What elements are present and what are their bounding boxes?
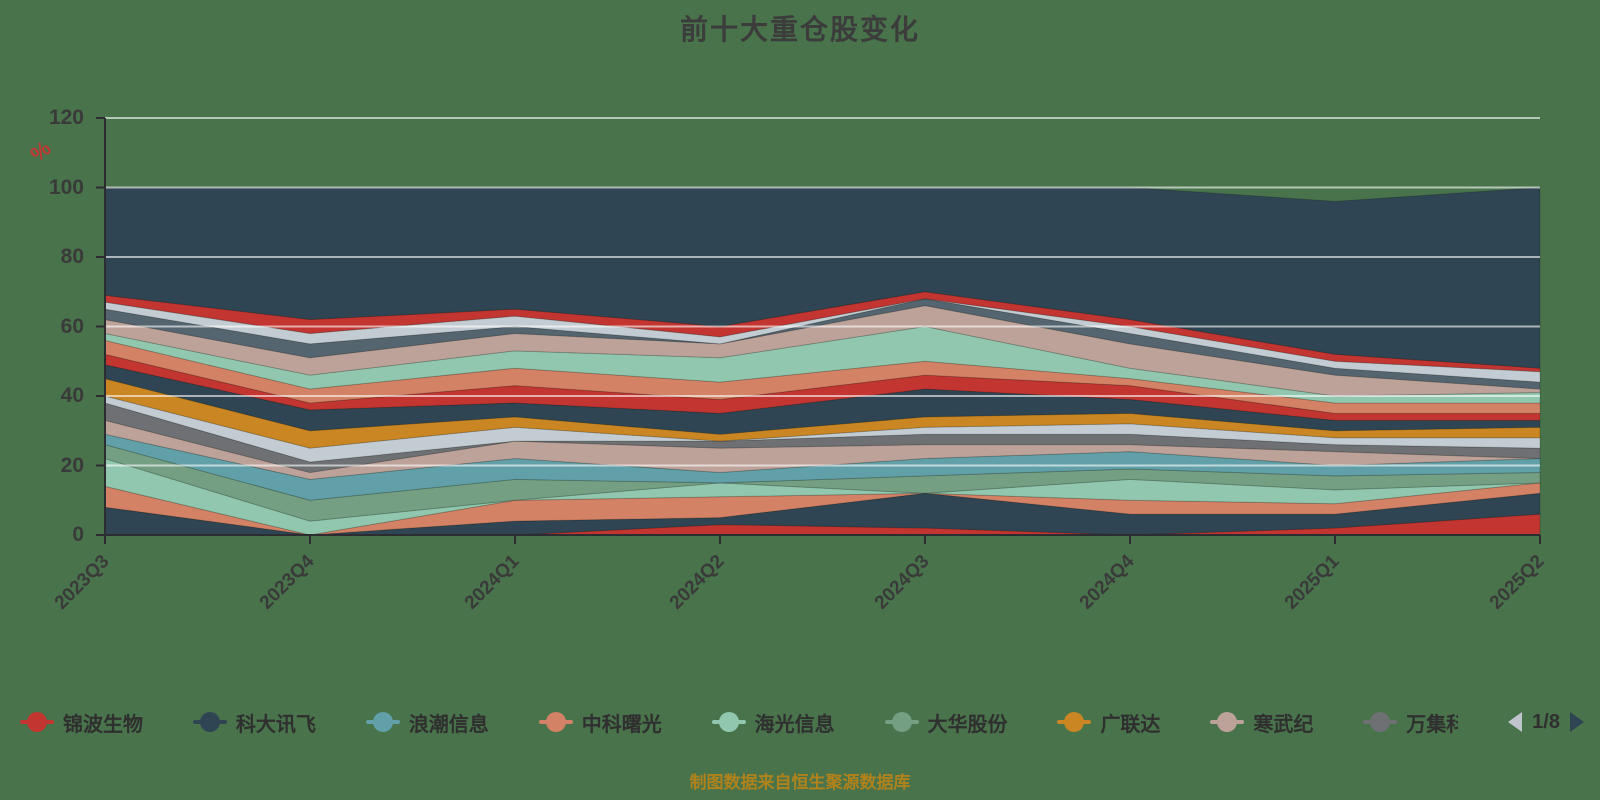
pager-next-arrow-icon[interactable] [1569, 712, 1584, 732]
area-band-series-17[interactable] [104, 291, 1541, 373]
legend-label: 科大讯飞 [235, 713, 316, 736]
legend-item-寒武纪[interactable]: 寒武纪 [1210, 708, 1313, 737]
y-axis-label-0: 0 [72, 523, 84, 546]
legend-label: 大华股份 [927, 713, 1008, 736]
y-axis-label-80: 80 [60, 245, 84, 268]
y-axis-label-100: 100 [48, 175, 84, 199]
legend-item-万集科[interactable]: 万集科 [1363, 708, 1458, 737]
area-bands-layer [104, 186, 1541, 536]
legend-marker-icon [20, 712, 54, 732]
y-axis-label-40: 40 [60, 384, 84, 407]
legend-item-浪潮信息[interactable]: 浪潮信息 [365, 708, 489, 737]
area-band-series-16[interactable] [104, 298, 1541, 383]
pager-prev-arrow-icon[interactable] [1508, 712, 1523, 732]
legend-marker-icon [884, 712, 919, 732]
data-source-caption: 制图数据来自恒生聚源数据库 [689, 773, 911, 792]
area-band-广联达[interactable] [104, 377, 1541, 449]
y-axis-label-20: 20 [60, 453, 84, 477]
legend-item-科大讯飞[interactable]: 科大讯飞 [192, 708, 316, 737]
y-axis-label-120: 120 [48, 106, 84, 129]
area-band-海光信息[interactable] [104, 325, 1541, 404]
legend-marker-icon [1210, 712, 1245, 732]
legend-marker-icon [1363, 712, 1398, 732]
area-band-浪潮信息[interactable] [104, 433, 1541, 501]
legend-marker-icon [192, 712, 227, 732]
legend-item-大华股份[interactable]: 大华股份 [884, 708, 1008, 737]
legend-item-海光信息[interactable]: 海光信息 [711, 708, 835, 737]
legend-label: 浪潮信息 [408, 713, 489, 736]
area-band-大华股份[interactable] [104, 443, 1541, 522]
grid-lines-layer [105, 117, 1540, 467]
area-band-series-15[interactable] [104, 298, 1541, 390]
legend-marker-icon [538, 712, 573, 732]
y-axis-label-60: 60 [60, 314, 84, 338]
axis-layer [96, 117, 1541, 544]
legend: 锦波生物 科大讯飞 浪潮信息 中科曙光 海光信息 大华股份 广联达 寒武纪 万集科 1/8 [20, 700, 1584, 744]
page-title: 前十大重仓股变化 [679, 14, 920, 45]
legend-label: 中科曙光 [581, 713, 662, 736]
legend-label: 万集科 [1406, 713, 1459, 736]
legend-label: 寒武纪 [1253, 713, 1314, 736]
legend-item-中科曙光[interactable]: 中科曙光 [538, 708, 662, 737]
legend-label: 锦波生物 [63, 713, 143, 736]
legend-marker-icon [711, 712, 746, 732]
legend-marker-icon [1057, 712, 1092, 732]
legend-marker-icon [365, 712, 400, 732]
legend-label: 海光信息 [754, 713, 835, 736]
legend-item-锦波生物[interactable]: 锦波生物 [20, 708, 143, 737]
pager-text: 1/8 [1532, 710, 1560, 733]
legend-pager: 1/8 [1508, 711, 1584, 734]
legend-item-广联达[interactable]: 广联达 [1057, 708, 1160, 737]
legend-label: 广联达 [1100, 713, 1161, 736]
